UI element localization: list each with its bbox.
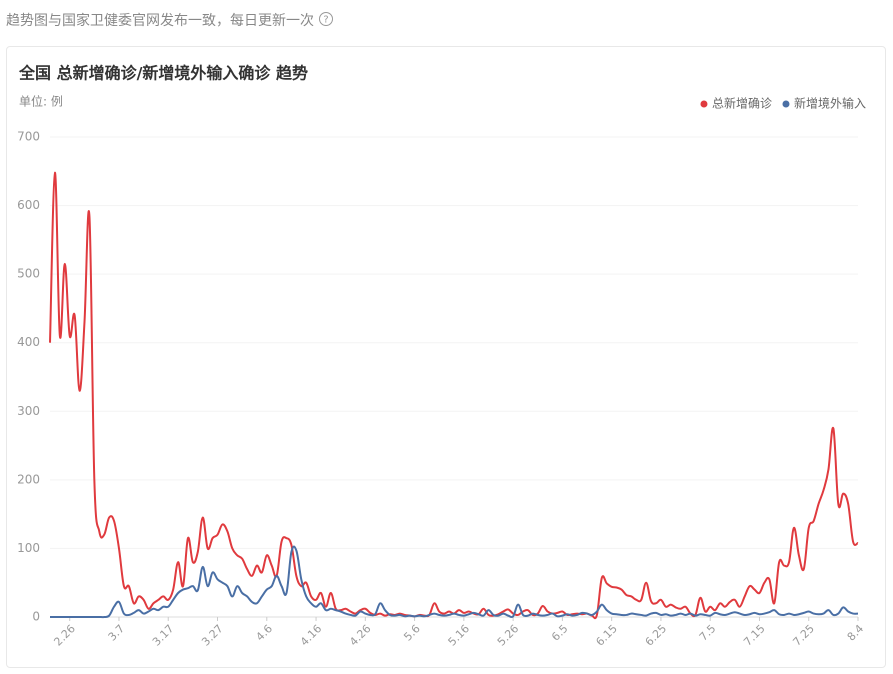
legend-label: 总新增确诊 [712,96,772,111]
x-tick-label: 4.26 [347,622,374,649]
y-tick-label: 600 [17,198,40,212]
x-tick-label: 2.26 [51,622,78,649]
unit-label: 单位: 例 [19,94,63,109]
x-tick-label: 3.17 [150,622,177,649]
svg-text:?: ? [324,15,329,26]
x-tick-label: 5.6 [401,622,423,644]
x-tick-label: 4.16 [298,622,325,649]
legend-marker [782,100,790,108]
x-tick-label: 8.4 [845,622,867,644]
note-text: 趋势图与国家卫健委官网发布一致，每日更新一次 [6,13,314,29]
legend-label: 新增境外输入 [794,96,866,111]
y-tick-label: 400 [17,335,40,349]
y-tick-label: 500 [17,267,40,281]
chart-card [6,46,886,668]
y-tick-label: 700 [17,130,40,144]
y-tick-label: 300 [17,404,40,418]
y-tick-label: 100 [17,541,40,555]
y-tick-label: 200 [17,472,40,486]
x-tick-label: 6.15 [593,622,620,649]
x-tick-label: 7.25 [790,622,817,649]
x-tick-label: 4.6 [253,622,275,644]
chart-title: 全国 总新增确诊/新增境外输入确诊 趋势 [18,64,308,83]
x-tick-label: 6.25 [643,622,670,649]
help-icon[interactable]: ? [318,11,334,27]
y-tick-label: 0 [32,610,40,624]
data-line [49,171,859,620]
x-tick-label: 7.15 [741,622,768,649]
x-tick-label: 3.7 [106,622,128,644]
legend-marker [700,100,708,108]
data-line [50,545,859,619]
x-tick-label: 3.27 [199,622,226,649]
x-tick-label: 7.5 [697,622,719,644]
x-tick-label: 5.26 [495,622,522,649]
x-tick-label: 6.5 [549,622,571,644]
update-note: 趋势图与国家卫健委官网发布一致，每日更新一次 ? [6,10,334,30]
x-tick-label: 5.16 [446,622,473,649]
